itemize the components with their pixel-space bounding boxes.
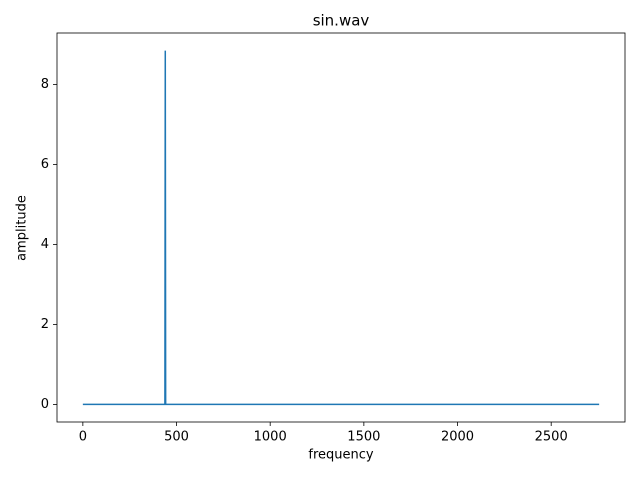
line: [82, 50, 600, 406]
plot-frame: [56, 32, 626, 423]
y-tick-label: 0: [41, 397, 49, 412]
chart-title: sin.wav: [313, 12, 370, 30]
y-tick-label: 4: [41, 237, 49, 252]
x-axis-label: frequency: [308, 448, 374, 463]
y-tick-label: 6: [41, 157, 49, 172]
x-tick-label: 2500: [535, 430, 568, 445]
x-tick-label: 2000: [441, 430, 474, 445]
y-axis-label: amplitude: [15, 195, 30, 261]
x-tick-label: 1500: [347, 430, 380, 445]
y-tick-label: 8: [41, 77, 49, 92]
y-tick-label: 2: [41, 317, 49, 332]
x-tick-label: 500: [164, 430, 189, 445]
x-tick-label: 0: [79, 430, 87, 445]
x-tick-label: 1000: [254, 430, 287, 445]
